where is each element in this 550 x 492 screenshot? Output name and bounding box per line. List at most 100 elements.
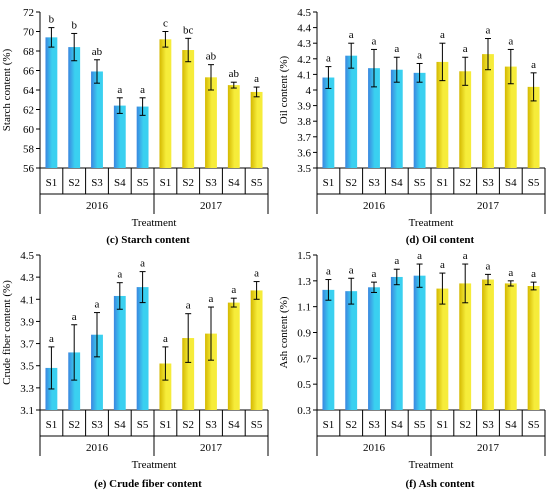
y-tick-label: 0.9 bbox=[297, 328, 311, 340]
bar-2016-S5 bbox=[136, 287, 149, 410]
x-tick-label: S5 bbox=[137, 177, 149, 189]
y-axis-title: Crude fiber content (%) bbox=[1, 280, 13, 385]
significance-letter: a bbox=[49, 333, 54, 345]
bar-2016-S4 bbox=[113, 105, 126, 168]
x-tick-label: S5 bbox=[528, 419, 540, 431]
bar-2017-S1 bbox=[159, 363, 172, 410]
significance-letter: a bbox=[72, 311, 77, 323]
x-tick-label: S5 bbox=[414, 419, 426, 431]
y-axis-title: Starch content (%) bbox=[1, 48, 13, 131]
y-tick-label: 4.2 bbox=[297, 54, 311, 66]
bar-2017-S3 bbox=[205, 77, 217, 168]
bar-2017-S3 bbox=[482, 279, 494, 410]
x-tick-label: S2 bbox=[68, 177, 80, 189]
x-group-label: 2016 bbox=[86, 442, 109, 454]
x-tick-label: S3 bbox=[482, 177, 494, 189]
y-tick-label: 62 bbox=[23, 105, 34, 117]
x-tick-label: S1 bbox=[46, 177, 58, 189]
x-tick-label: S5 bbox=[251, 419, 263, 431]
bar-2016-S5 bbox=[413, 275, 426, 410]
significance-letter: a bbox=[394, 43, 399, 55]
significance-letter: c bbox=[163, 18, 168, 30]
x-tick-label: S3 bbox=[368, 419, 380, 431]
chart-panel-e: 3.1 3.3 3.5 3.7 3.9 4.1 4.3 4.5 Crude fiber cont… bbox=[1, 250, 269, 490]
significance-letter: a bbox=[417, 250, 422, 262]
bar-2017-S5 bbox=[250, 91, 263, 168]
significance-letter: a bbox=[163, 333, 168, 345]
y-tick-label: 3.5 bbox=[297, 163, 311, 175]
x-group-label: 2017 bbox=[477, 442, 500, 454]
y-tick-label: 4.4 bbox=[297, 23, 311, 35]
x-tick-label: S4 bbox=[228, 177, 240, 189]
x-tick-label: S4 bbox=[114, 419, 126, 431]
significance-letter: a bbox=[531, 59, 536, 71]
y-tick-label: 72 bbox=[23, 7, 34, 19]
x-tick-label: S4 bbox=[391, 177, 403, 189]
x-group-label: 2016 bbox=[363, 200, 386, 212]
bar-2016-S2 bbox=[345, 55, 358, 168]
x-tick-label: S3 bbox=[205, 419, 217, 431]
chart-panel-d: 3.5 3.6 3.7 3.8 3.9 4 4.1 4.2 4.3 4.4 4.5 Oil conte… bbox=[278, 7, 546, 246]
x-group-label: 2017 bbox=[477, 200, 500, 212]
significance-letter: a bbox=[349, 29, 354, 41]
significance-letter: a bbox=[486, 260, 491, 272]
bar-2017-S4 bbox=[227, 302, 240, 410]
significance-letter: a bbox=[209, 293, 214, 305]
bar-2016-S1 bbox=[45, 37, 58, 168]
x-group-label: 2016 bbox=[363, 442, 386, 454]
significance-letter: a bbox=[349, 264, 354, 276]
y-tick-label: 3.8 bbox=[297, 116, 311, 128]
bar-2016-S2 bbox=[345, 291, 358, 410]
x-tick-label: S4 bbox=[505, 177, 517, 189]
x-tick-label: S2 bbox=[182, 419, 194, 431]
bar-2017-S5 bbox=[527, 286, 540, 410]
y-tick-label: 4.5 bbox=[297, 7, 311, 19]
panel-caption: (f) Ash content bbox=[405, 478, 474, 490]
y-tick-label: 4.3 bbox=[297, 38, 311, 50]
bar-2016-S3 bbox=[368, 68, 380, 168]
bar-2017-S2 bbox=[459, 283, 472, 410]
x-tick-label: S2 bbox=[182, 177, 194, 189]
y-tick-label: 66 bbox=[23, 66, 35, 78]
x-axis-title: Treatment bbox=[409, 459, 454, 471]
x-tick-label: S2 bbox=[345, 419, 357, 431]
y-axis-title: Ash content (%) bbox=[278, 296, 290, 368]
y-tick-label: 4.1 bbox=[20, 294, 34, 306]
significance-letter: b bbox=[71, 19, 77, 31]
chart-panel-f: 0.3 0.5 0.7 0.9 1.1 1.3 1.5 Ash content (%) a S1 a… bbox=[278, 250, 546, 490]
bar-2016-S1 bbox=[322, 289, 335, 410]
x-tick-label: S1 bbox=[46, 419, 58, 431]
significance-letter: ab bbox=[92, 46, 103, 58]
significance-letter: a bbox=[140, 258, 145, 270]
y-tick-label: 3.6 bbox=[297, 147, 311, 159]
y-tick-label: 4 bbox=[306, 85, 312, 97]
bar-2017-S4 bbox=[504, 66, 517, 168]
x-tick-label: S2 bbox=[459, 419, 471, 431]
panel-caption: (c) Starch content bbox=[106, 234, 190, 246]
bar-2017-S2 bbox=[459, 71, 472, 168]
x-tick-label: S3 bbox=[91, 177, 103, 189]
x-tick-label: S5 bbox=[414, 177, 426, 189]
bar-2017-S3 bbox=[205, 333, 217, 410]
significance-letter: ab bbox=[206, 51, 217, 63]
x-tick-label: S1 bbox=[160, 177, 172, 189]
significance-letter: a bbox=[531, 268, 536, 280]
bar-2017-S1 bbox=[159, 39, 172, 168]
significance-letter: a bbox=[254, 268, 259, 280]
significance-letter: a bbox=[117, 269, 122, 281]
significance-letter: a bbox=[463, 250, 468, 262]
x-tick-label: S5 bbox=[528, 177, 540, 189]
significance-letter: a bbox=[326, 266, 331, 278]
y-tick-label: 4.1 bbox=[297, 69, 311, 81]
y-tick-label: 4.5 bbox=[20, 250, 34, 262]
significance-letter: b bbox=[49, 14, 55, 26]
x-tick-label: S3 bbox=[91, 419, 103, 431]
significance-letter: a bbox=[95, 299, 100, 311]
y-tick-label: 1.5 bbox=[297, 250, 311, 262]
y-tick-label: 64 bbox=[23, 85, 35, 97]
bar-2017-S4 bbox=[227, 85, 240, 168]
bar-2016-S4 bbox=[390, 276, 403, 410]
bar-2016-S2 bbox=[68, 352, 81, 410]
bar-2017-S2 bbox=[182, 338, 195, 410]
